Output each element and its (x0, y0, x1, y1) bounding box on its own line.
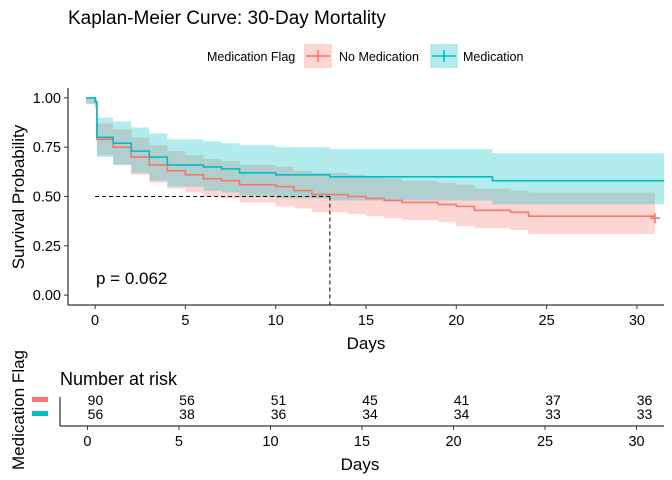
risk-x-tick-label: 10 (262, 434, 278, 450)
censor-mark-no-medication (649, 213, 660, 224)
x-tick-label: 20 (448, 313, 464, 329)
risk-table-y-title: Medication Flag (9, 350, 28, 470)
y-tick-label: 0.75 (33, 140, 61, 156)
x-tick-label: 5 (181, 313, 189, 329)
x-tick-label: 15 (358, 313, 374, 329)
risk-x-tick-label: 25 (537, 434, 553, 450)
risk-count-medication: 56 (88, 406, 104, 422)
x-tick-label: 25 (539, 313, 555, 329)
y-tick-label: 0.50 (33, 190, 61, 206)
censor-marks (649, 213, 660, 224)
chart-title: Kaplan-Meier Curve: 30-Day Mortality (68, 8, 386, 29)
x-axis-ticks: 0 5 10 15 20 25 30 (91, 305, 645, 329)
risk-count-medication: 33 (637, 406, 653, 422)
legend-label-medication: Medication (463, 50, 523, 64)
legend-key-no-medication (304, 44, 332, 68)
risk-count-no-medication: 45 (362, 392, 378, 408)
legend-key-medication (430, 44, 458, 68)
legend: Medication Flag No Medication Medication (207, 44, 523, 68)
risk-x-axis-title: Days (341, 455, 380, 474)
legend-label-no-medication: No Medication (339, 50, 419, 64)
risk-count-no-medication: 56 (179, 392, 195, 408)
confidence-bands (86, 97, 664, 234)
risk-x-tick-label: 20 (445, 434, 461, 450)
risk-count-no-medication: 37 (545, 392, 561, 408)
risk-count-medication: 38 (179, 406, 195, 422)
legend-title: Medication Flag (207, 50, 295, 64)
survival-line-medication (86, 97, 664, 182)
risk-x-axis-ticks: 0 5 10 15 20 25 30 (83, 426, 645, 450)
y-tick-label: 1.00 (33, 91, 61, 107)
risk-count-no-medication: 90 (88, 392, 104, 408)
risk-key-medication (32, 411, 48, 416)
survival-curves (86, 97, 664, 218)
x-tick-label: 30 (629, 313, 645, 329)
x-axis-title: Days (347, 334, 386, 353)
y-tick-label: 0.00 (33, 288, 61, 304)
risk-count-no-medication: 51 (271, 392, 287, 408)
p-value-annotation: p = 0.062 (96, 269, 167, 288)
y-axis-ticks: 0.00 0.25 0.50 0.75 1.00 (33, 91, 68, 304)
risk-x-tick-label: 0 (83, 434, 91, 450)
risk-count-medication: 34 (454, 406, 470, 422)
risk-count-medication: 34 (362, 406, 378, 422)
risk-count-medication: 36 (271, 406, 287, 422)
x-tick-label: 10 (268, 313, 284, 329)
survival-line-no-medication (86, 97, 655, 218)
ci-band-no-medication (86, 97, 655, 234)
risk-x-tick-label: 5 (175, 434, 183, 450)
median-lines (95, 196, 331, 305)
risk-count-no-medication: 36 (637, 392, 653, 408)
y-tick-label: 0.25 (33, 239, 61, 255)
y-axis-title: Survival Probability (9, 124, 28, 269)
risk-x-tick-label: 15 (354, 434, 370, 450)
risk-table-keys (32, 397, 48, 416)
x-tick-label: 0 (91, 313, 99, 329)
risk-x-tick-label: 30 (628, 434, 644, 450)
risk-count-no-medication: 41 (454, 392, 470, 408)
risk-key-no-medication (32, 397, 48, 402)
ci-band-medication (86, 97, 664, 205)
risk-table-title: Number at risk (60, 369, 178, 389)
risk-count-medication: 33 (545, 406, 561, 422)
